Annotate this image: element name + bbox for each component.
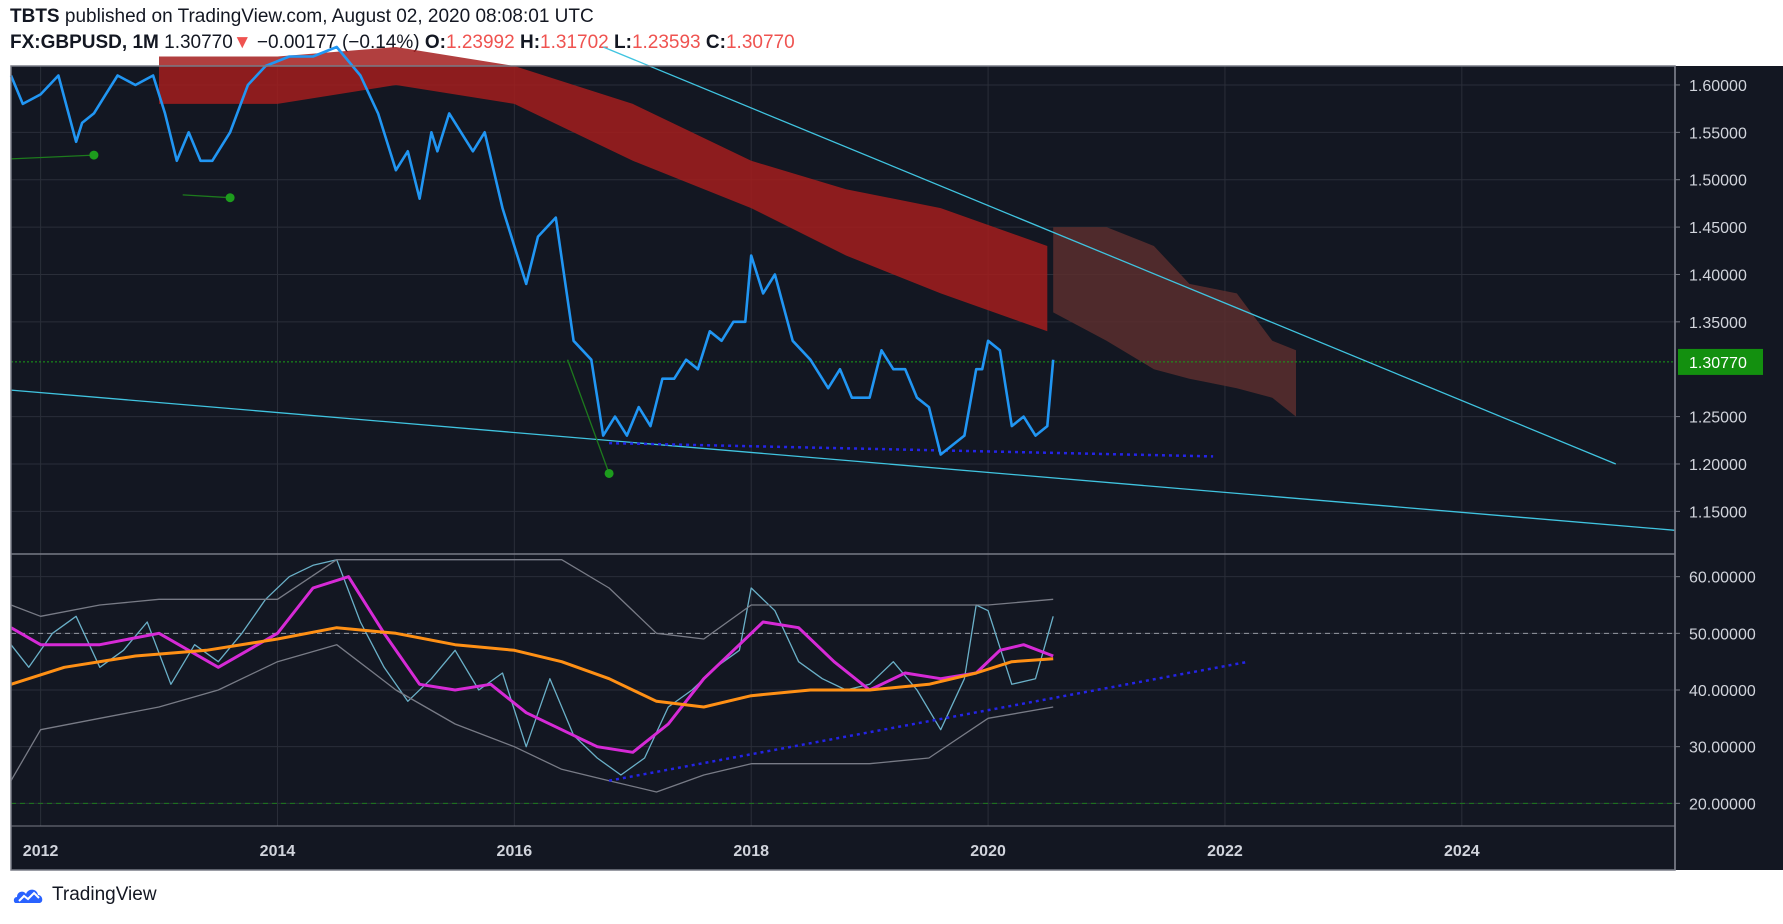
green-marker-dot [604,468,614,478]
time-tick-label: 2016 [497,843,533,860]
close-value: 1.30770 [725,32,795,53]
time-tick-label: 2024 [1444,843,1480,860]
price-tick-label: 1.50000 [1689,173,1747,190]
future-cloud-band [1053,227,1296,417]
price-panel-background [11,66,1675,554]
low-label: L: [614,32,632,53]
green-marker-dot [225,193,235,203]
price-tick-label: 1.60000 [1689,78,1747,95]
tradingview-brand[interactable]: TradingView [12,884,157,906]
time-axis-background [11,826,1675,870]
price-tick-label: 1.15000 [1689,504,1747,521]
time-tick-label: 2012 [23,843,59,860]
lower-descending-trendline [10,389,1676,531]
price-tick-label: 1.45000 [1689,220,1747,237]
rsi-series-upper-band [10,559,1054,640]
rsi-series-slow-ma [10,626,1054,709]
published-text: published on TradingView.com, August 02,… [64,6,594,27]
brand-name: TradingView [52,884,157,905]
price-tick-label: 1.40000 [1689,267,1747,284]
price-close-line [9,45,1055,456]
green-marker-line-2 [182,194,231,199]
publish-info: TBTS published on TradingView.com, Augus… [10,6,594,28]
price-axis-background [1675,66,1783,870]
symbol-legend: FX:GBPUSD, 1M 1.30770▼ −0.00177 (−0.14%)… [10,32,795,54]
time-tick-label: 2014 [260,843,296,860]
price-tick-label: 1.55000 [1689,125,1747,142]
time-tick-label: 2020 [970,843,1006,860]
close-label: C: [705,32,726,53]
price-tick-label: 1.20000 [1689,457,1747,474]
high-label: H: [519,32,541,53]
green-marker-line-3 [566,359,610,474]
last-price-label: 1.30770 [1689,355,1747,372]
rsi-tick-label: 60.00000 [1689,570,1756,587]
time-tick-label: 2018 [733,843,769,860]
support-dotted-line [609,441,1214,458]
last-price-label-box [1678,348,1763,375]
rsi-tick-label: 30.00000 [1689,740,1756,757]
rsi-tick-label: 40.00000 [1689,683,1756,700]
upper-descending-trendline [602,46,1617,465]
rsi-tick-label: 20.00000 [1689,796,1756,813]
symbol-name[interactable]: FX:GBPUSD, 1M [10,32,159,53]
price-change: −0.00177 (−0.14%) [256,32,420,53]
ichimoku-cloud-band [159,47,1048,332]
green-marker-line-1 [10,154,94,160]
open-label: O: [424,32,446,53]
price-tick-label: 1.25000 [1689,410,1747,427]
rsi-series-lower-band [10,644,1054,793]
green-marker-dot [89,150,99,160]
author-name[interactable]: TBTS [10,6,60,27]
open-value: 1.23992 [446,32,515,53]
low-value: 1.23593 [631,32,701,53]
rsi-tick-label: 50.00000 [1689,626,1756,643]
down-arrow-icon: ▼ [232,32,252,53]
price-tick-label: 1.35000 [1689,315,1747,332]
rsi-series-rsi [10,559,1054,776]
time-tick-label: 2022 [1207,843,1243,860]
tradingview-logo-icon [13,889,43,903]
last-price: 1.30770 [164,32,233,53]
high-value: 1.31702 [540,32,609,53]
rsi-series-rsi-ma [10,575,1054,754]
